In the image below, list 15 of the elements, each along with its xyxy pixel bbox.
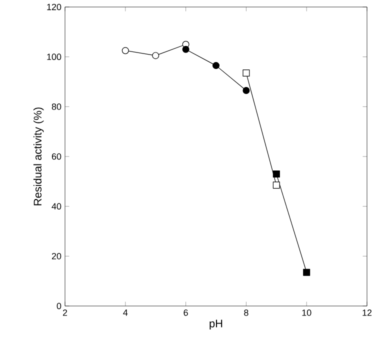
y-tick-label: 0 [56, 302, 62, 310]
y-tick-label: 100 [47, 54, 62, 60]
y-tick-label: 60 [52, 153, 62, 160]
y-tick-label: 40 [52, 203, 62, 210]
x-tick-label: 2 [62, 310, 68, 316]
x-tick-label: 8 [244, 310, 248, 316]
y-tick-label: 20 [52, 252, 62, 260]
y-tick-label: 80 [52, 103, 62, 110]
x-axis-title: pH [210, 320, 222, 330]
x-tick-label: 10 [302, 310, 312, 316]
x-tick-label: 12 [362, 310, 372, 316]
y-tick-label: 120 [47, 4, 62, 10]
x-tick-label: 4 [123, 310, 128, 316]
y-axis-title: Residual activity (%) [33, 108, 44, 206]
x-tick-label: 6 [184, 310, 188, 316]
